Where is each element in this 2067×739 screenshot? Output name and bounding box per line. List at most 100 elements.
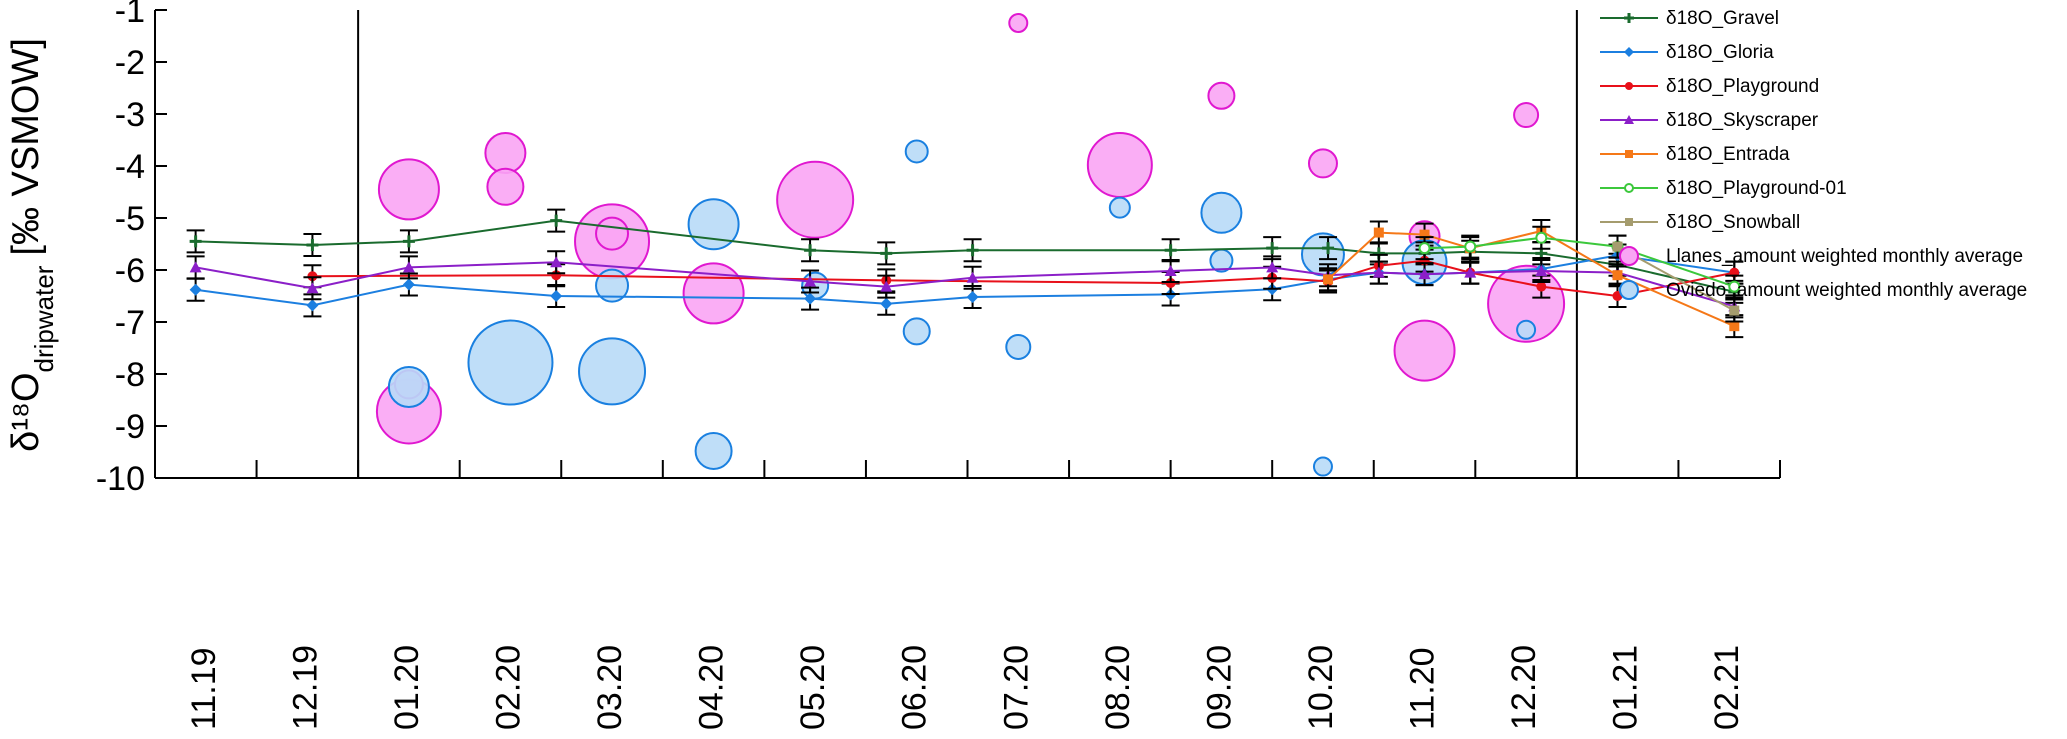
data-point	[1418, 268, 1431, 280]
data-point	[1728, 280, 1741, 293]
data-point	[1535, 231, 1548, 244]
data-point	[306, 239, 319, 252]
data-point	[966, 271, 979, 283]
label-layer: -1 -2 -3 -4 -5 -6 -7 -8 -9 -10 11.19 12.19 01.20 02.2…	[5, 0, 1746, 730]
bubble-point	[1513, 102, 1540, 129]
legend-label: δ18O_Gloria	[1666, 42, 1774, 63]
data-point	[1624, 47, 1634, 57]
data-point	[1266, 261, 1279, 273]
x-tick-label: 12.19	[286, 645, 324, 730]
data-point	[1624, 13, 1634, 23]
y-axis-label: δ¹⁸Odripwater[‰ VSMOW]	[5, 38, 59, 452]
bubble-point	[904, 139, 929, 164]
bubble-point	[595, 216, 630, 251]
data-point	[402, 261, 415, 273]
data-point	[880, 247, 893, 260]
data-point	[1464, 240, 1477, 253]
data-point	[1164, 244, 1177, 257]
bubble-point	[1200, 191, 1243, 234]
data-point	[402, 278, 415, 291]
bubble-point	[484, 132, 527, 174]
legend-label: δ18O_Gravel	[1666, 8, 1779, 29]
data-point	[306, 299, 319, 312]
bubble-point	[1005, 333, 1032, 360]
data-point	[804, 275, 817, 287]
data-point	[306, 282, 319, 294]
data-point	[189, 283, 202, 296]
y-tick-label: -8	[115, 356, 145, 394]
data-point	[1419, 229, 1430, 240]
data-point	[1612, 270, 1623, 281]
y-tick-label: -6	[115, 252, 145, 290]
bubble-layer	[375, 13, 1566, 477]
legend-label: δ18O_Entrada	[1666, 144, 1790, 165]
legend-label: δ18O_Skyscraper	[1666, 110, 1819, 131]
data-point	[1164, 265, 1177, 277]
bubble-point	[467, 319, 554, 406]
x-tick-label: 10.20	[1302, 645, 1340, 730]
data-point	[550, 290, 563, 302]
legend-label: δ18O_Playground	[1666, 76, 1819, 97]
legend-label: δ18O_Playground-01	[1666, 178, 1847, 199]
y-tick-label: -9	[115, 408, 145, 446]
x-tick-label: 03.20	[591, 645, 629, 730]
legend: δ18O_Gravel δ18O_Gloria δ18O_Playground δ18…	[1600, 8, 2027, 301]
bubble-point	[595, 268, 630, 303]
x-tick-label: 07.20	[997, 645, 1035, 730]
data-point	[1373, 227, 1384, 238]
x-tick-label: 04.20	[693, 645, 731, 730]
data-point	[880, 280, 893, 292]
bubble-point	[1312, 456, 1333, 477]
data-point	[1464, 266, 1477, 278]
bubble-point	[1086, 131, 1153, 198]
bubble-point	[1008, 13, 1029, 33]
x-tick-label: 11.19	[185, 647, 223, 730]
data-point	[1729, 305, 1740, 316]
bubble-point	[377, 158, 440, 221]
data-point	[1612, 241, 1623, 252]
data-point	[1266, 242, 1279, 255]
bubble-point	[1108, 196, 1131, 219]
legend-label: Llanes_amount weighted monthly average	[1666, 246, 2023, 267]
bubble-point	[486, 167, 525, 206]
data-point	[1418, 242, 1431, 255]
bubble-point	[694, 431, 733, 470]
series-line	[195, 261, 1735, 308]
y-tick-label: -1	[115, 0, 145, 30]
data-point	[1322, 242, 1335, 255]
data-point	[1372, 266, 1385, 278]
data-point	[966, 291, 979, 304]
data-point	[1535, 265, 1548, 277]
y-tick-label: -4	[115, 148, 145, 186]
data-point	[550, 256, 563, 268]
data-point	[1323, 274, 1334, 285]
bubble-point	[1393, 319, 1456, 382]
bubble-point	[1207, 81, 1236, 110]
x-tick-label: 01.21	[1607, 645, 1645, 730]
data-point	[402, 235, 415, 248]
series-line	[195, 219, 1735, 293]
line-layer	[186, 208, 1744, 339]
data-point	[1624, 183, 1634, 193]
data-point	[1625, 150, 1633, 158]
bubble-point	[387, 366, 430, 408]
data-point	[804, 244, 817, 257]
x-tick-label: 09.20	[1200, 645, 1238, 730]
data-point	[804, 292, 817, 305]
y-tick-label: -3	[115, 96, 145, 134]
data-point	[1625, 82, 1633, 90]
x-tick-label: 08.20	[1099, 645, 1137, 730]
data-point	[966, 244, 979, 257]
x-tick-label: 01.20	[388, 645, 426, 730]
data-point	[189, 261, 202, 273]
bubble-point	[776, 160, 855, 239]
y-tick-label: -10	[96, 460, 145, 498]
legend-label: δ18O_Snowball	[1666, 212, 1800, 233]
bubble-point	[1516, 319, 1537, 340]
bubble-point	[1307, 148, 1338, 179]
data-point	[880, 297, 893, 310]
bubble-point	[902, 317, 931, 346]
y-tick-label: -2	[115, 44, 145, 82]
x-tick-label: 11.20	[1404, 647, 1442, 730]
